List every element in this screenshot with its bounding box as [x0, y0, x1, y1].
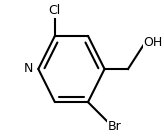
Text: N: N	[24, 63, 33, 75]
Text: OH: OH	[143, 36, 162, 49]
Text: Cl: Cl	[49, 4, 61, 17]
Text: Br: Br	[107, 120, 121, 133]
